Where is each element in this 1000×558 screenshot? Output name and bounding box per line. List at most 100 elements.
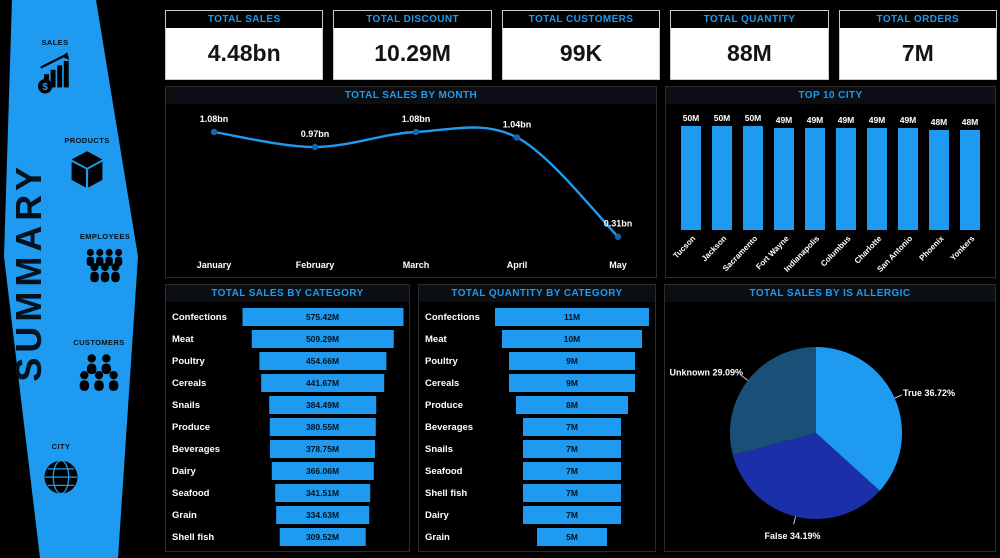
- city-bar[interactable]: [681, 126, 701, 230]
- funnel-row[interactable]: Produce 8M: [425, 394, 649, 416]
- funnel-row[interactable]: Snails 384.49M: [172, 394, 403, 416]
- sidebar-item-sales[interactable]: SALES $: [12, 38, 98, 94]
- funnel-bar[interactable]: 9M: [509, 374, 635, 392]
- funnel-bar[interactable]: 7M: [523, 418, 621, 436]
- kpi-card-total-orders[interactable]: TOTAL ORDERS 7M: [838, 10, 998, 80]
- funnel-bar[interactable]: 366.06M: [271, 462, 374, 480]
- funnel-row[interactable]: Dairy 366.06M: [172, 460, 403, 482]
- line-point[interactable]: [311, 143, 319, 151]
- funnel-bar[interactable]: 11M: [495, 308, 649, 326]
- funnel-row[interactable]: Meat 10M: [425, 328, 649, 350]
- funnel-row[interactable]: Seafood 341.51M: [172, 482, 403, 504]
- city-bar[interactable]: [712, 126, 732, 230]
- city-bar-group[interactable]: 48M Phoenix: [917, 110, 954, 276]
- kpi-card-total-customers[interactable]: TOTAL CUSTOMERS 99K: [501, 10, 661, 80]
- sidebar-item-products[interactable]: PRODUCTS: [44, 136, 130, 192]
- funnel-bar-zone: 7M: [495, 418, 649, 436]
- city-bar-group[interactable]: 50M Sacramento: [721, 110, 768, 276]
- kpi-card-total-sales[interactable]: TOTAL SALES 4.48bn: [165, 10, 324, 80]
- funnel-bar[interactable]: 7M: [523, 484, 621, 502]
- funnel-bar[interactable]: 309.52M: [279, 528, 366, 546]
- sidebar-item-employees[interactable]: EMPLOYEES: [62, 232, 148, 286]
- city-bar-value: 49M: [806, 115, 824, 126]
- month-axis-label: February: [296, 260, 335, 270]
- funnel-row[interactable]: Confections 575.42M: [172, 306, 403, 328]
- funnel-row[interactable]: Dairy 7M: [425, 504, 649, 526]
- city-bar[interactable]: [805, 128, 825, 230]
- funnel-row[interactable]: Grain 334.63M: [172, 504, 403, 526]
- funnel-row[interactable]: Grain 5M: [425, 526, 649, 548]
- month-axis-label: March: [403, 260, 430, 270]
- top-10-city-bar-chart[interactable]: 50M Tucson 50M Jackson 50M Sacramento 49M Fort …: [670, 104, 991, 277]
- funnel-bar[interactable]: 7M: [523, 440, 621, 458]
- month-axis-label: January: [197, 260, 232, 270]
- sales-by-month-line-chart[interactable]: 1.08bn January 0.97bn February 1.08bn March 1.…: [166, 104, 656, 278]
- quantity-by-category-funnel[interactable]: Confections 11M Meat 10M Poultry 9M Cereals 9M P…: [425, 302, 649, 551]
- sidebar-item-customers[interactable]: CUSTOMERS: [56, 338, 142, 392]
- funnel-row[interactable]: Beverages 378.75M: [172, 438, 403, 460]
- sales-by-is-allergic-pie-chart[interactable]: True 36.72% False 34.19% Unknown 29.09%: [665, 302, 995, 552]
- funnel-bar[interactable]: 509.29M: [251, 330, 394, 348]
- city-axis-label-wrap: Phoenix: [917, 230, 954, 276]
- city-bar[interactable]: [774, 128, 794, 230]
- city-bar[interactable]: [960, 130, 980, 230]
- funnel-bar[interactable]: 7M: [523, 506, 621, 524]
- city-bar-group[interactable]: 49M San Antonio: [875, 110, 923, 276]
- city-bar[interactable]: [867, 128, 887, 230]
- funnel-row[interactable]: Confections 11M: [425, 306, 649, 328]
- funnel-row[interactable]: Shell fish 309.52M: [172, 526, 403, 548]
- funnel-bar-zone: 7M: [495, 462, 649, 480]
- city-bar[interactable]: [929, 130, 949, 230]
- funnel-row[interactable]: Beverages 7M: [425, 416, 649, 438]
- funnel-bar[interactable]: 384.49M: [268, 396, 377, 414]
- city-bar-group[interactable]: 50M Jackson: [700, 110, 737, 276]
- funnel-bar[interactable]: 334.63M: [275, 506, 370, 524]
- funnel-row[interactable]: Poultry 454.66M: [172, 350, 403, 372]
- funnel-bar[interactable]: 10M: [502, 330, 642, 348]
- funnel-row[interactable]: Snails 7M: [425, 438, 649, 460]
- funnel-row[interactable]: Meat 509.29M: [172, 328, 403, 350]
- line-point[interactable]: [614, 233, 622, 240]
- city-bar-group[interactable]: 50M Tucson: [672, 110, 706, 276]
- line-point[interactable]: [513, 134, 521, 141]
- line-point[interactable]: [412, 128, 420, 136]
- pie-slice-false[interactable]: [732, 433, 880, 520]
- funnel-bar[interactable]: 8M: [516, 396, 628, 414]
- funnel-bar[interactable]: 454.66M: [258, 352, 387, 370]
- city-bar-group[interactable]: 48M Yonkers: [948, 110, 985, 276]
- funnel-bar-zone: 341.51M: [242, 484, 403, 502]
- funnel-bar-zone: 384.49M: [242, 396, 403, 414]
- funnel-row[interactable]: Cereals 441.67M: [172, 372, 403, 394]
- city-bar[interactable]: [743, 126, 763, 230]
- funnel-bar[interactable]: 441.67M: [260, 374, 385, 392]
- kpi-card-total-discount[interactable]: TOTAL DISCOUNT 10.29M: [333, 10, 492, 80]
- city-bar[interactable]: [836, 128, 856, 230]
- funnel-row[interactable]: Seafood 7M: [425, 460, 649, 482]
- funnel-bar[interactable]: 341.51M: [274, 484, 371, 502]
- funnel-bar[interactable]: 5M: [537, 528, 607, 546]
- city-bar-group[interactable]: 49M Charlotte: [853, 110, 892, 276]
- city-bar-group[interactable]: 49M Indianapolis: [783, 110, 830, 276]
- funnel-bar[interactable]: 7M: [523, 462, 621, 480]
- point-value-label: 1.08bn: [200, 114, 229, 124]
- pie-slice-true[interactable]: [816, 347, 903, 491]
- sales-by-category-funnel[interactable]: Confections 575.42M Meat 509.29M Poultry 454.…: [172, 302, 403, 551]
- funnel-row[interactable]: Poultry 9M: [425, 350, 649, 372]
- funnel-bar[interactable]: 380.55M: [269, 418, 376, 436]
- city-bar[interactable]: [898, 128, 918, 230]
- sales-chart-dollar-icon: $: [37, 52, 70, 94]
- funnel-row[interactable]: Cereals 9M: [425, 372, 649, 394]
- funnel-bar[interactable]: 9M: [509, 352, 635, 370]
- kpi-card-total-quantity[interactable]: TOTAL QUANTITY 88M: [670, 10, 829, 80]
- city-bar-group[interactable]: 49M Fort Wayne: [754, 110, 799, 276]
- pie-slice-unknown[interactable]: [729, 347, 816, 455]
- funnel-bar[interactable]: 575.42M: [242, 308, 403, 326]
- funnel-row[interactable]: Produce 380.55M: [172, 416, 403, 438]
- city-bar-group[interactable]: 49M Columbus: [819, 110, 861, 276]
- funnel-bar[interactable]: 378.75M: [269, 440, 376, 458]
- line-point[interactable]: [210, 128, 218, 136]
- sidebar-item-city[interactable]: CITY: [18, 442, 104, 498]
- customers-group-icon: [79, 354, 119, 391]
- employees-group-icon: [86, 248, 123, 283]
- funnel-row[interactable]: Shell fish 7M: [425, 482, 649, 504]
